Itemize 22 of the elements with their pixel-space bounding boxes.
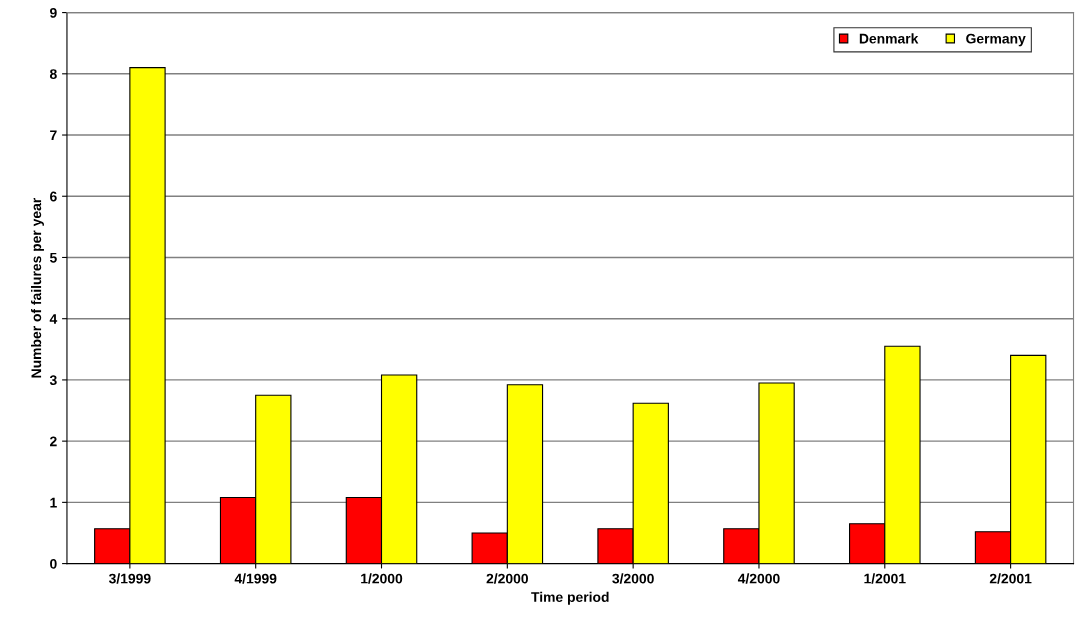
x-tick-label: 1/2000 bbox=[361, 573, 403, 584]
x-tick-label: 1/2001 bbox=[864, 573, 906, 584]
x-tick-label: 3/1999 bbox=[108, 573, 151, 584]
legend-label: Denmark bbox=[859, 33, 919, 44]
x-tick-label: 4/2000 bbox=[737, 573, 780, 584]
y-tick-label: 2 bbox=[50, 436, 57, 447]
y-tick-label: 7 bbox=[50, 130, 57, 141]
y-tick-label: 4 bbox=[49, 314, 58, 324]
x-tick-label: 3/2000 bbox=[612, 573, 654, 584]
y-tick-label: 9 bbox=[50, 7, 57, 18]
y-tick-label: 8 bbox=[49, 69, 57, 79]
y-tick-label: 5 bbox=[49, 252, 57, 263]
y-tick-label: 1 bbox=[50, 497, 57, 508]
y-tick-label: 3 bbox=[49, 375, 57, 386]
x-tick-label: 4/1999 bbox=[234, 573, 277, 584]
y-tick-label: 6 bbox=[50, 191, 57, 202]
legend-label: Germany bbox=[966, 33, 1026, 47]
x-tick-label: 2/2000 bbox=[486, 573, 528, 584]
y-axis-title: Number of failures per year bbox=[31, 197, 44, 378]
y-tick-label: 0 bbox=[50, 558, 57, 569]
x-axis-title: Time period bbox=[531, 591, 609, 605]
x-tick-label: 2/2001 bbox=[989, 573, 1032, 584]
